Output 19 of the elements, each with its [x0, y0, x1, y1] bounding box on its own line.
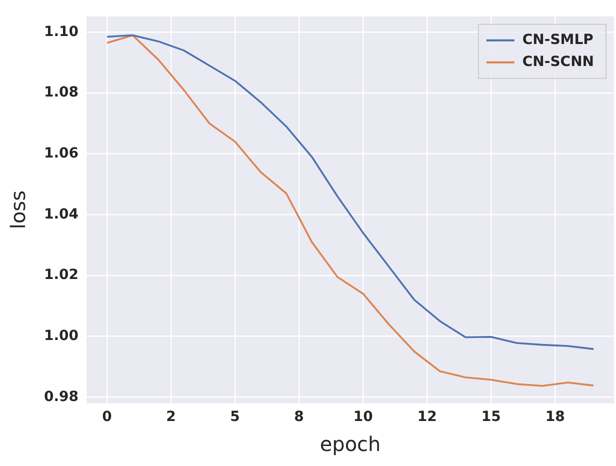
x-tick-label: 0	[102, 409, 112, 426]
y-tick-label: 1.00	[44, 328, 79, 344]
y-tick-label: 1.04	[44, 206, 79, 222]
y-axis-title: loss	[6, 190, 30, 230]
x-tick-label: 12	[417, 409, 437, 426]
legend-label: CN-SMLP	[522, 32, 594, 48]
x-tick-label: 8	[294, 409, 304, 426]
y-tick-label: 1.10	[44, 24, 79, 40]
x-tick-label: 5	[230, 409, 240, 426]
y-tick-label: 1.06	[44, 145, 79, 162]
y-tick-label: 1.08	[44, 84, 79, 101]
legend-label: CN-SCNN	[522, 54, 594, 70]
x-tick-label: 18	[545, 409, 565, 426]
y-tick-label: 0.98	[44, 388, 79, 405]
x-tick-label: 10	[353, 409, 374, 426]
x-tick-label: 2	[166, 409, 176, 426]
x-tick-label: 15	[481, 409, 501, 426]
x-axis-title: epoch	[320, 432, 381, 456]
y-tick-label: 1.02	[44, 267, 79, 284]
